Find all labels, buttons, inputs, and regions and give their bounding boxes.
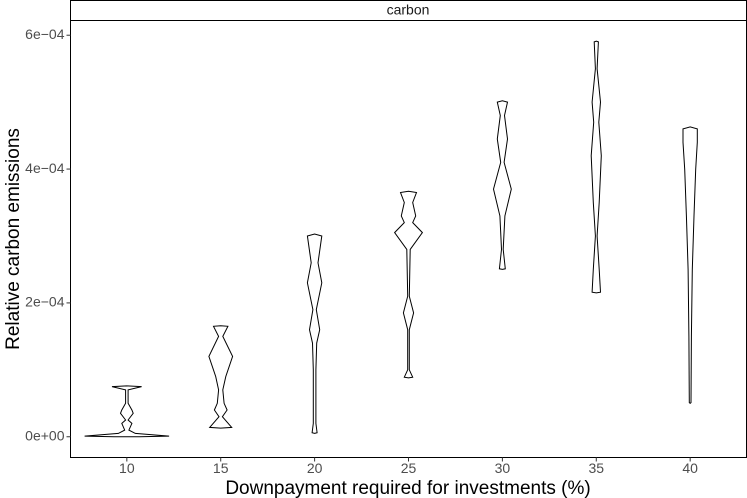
- violin: [393, 190, 424, 379]
- y-tick-label: 2e−04: [25, 294, 65, 310]
- x-tick-label: 25: [401, 460, 417, 476]
- x-axis-title: Downpayment required for investments (%): [225, 478, 590, 498]
- y-tick-label: 4e−04: [25, 160, 65, 176]
- y-tick-label: 0e+00: [25, 427, 65, 443]
- y-tick-label: 6e−04: [25, 26, 65, 42]
- violin: [492, 100, 512, 270]
- x-tick-label: 30: [495, 460, 511, 476]
- x-tick-label: 35: [588, 460, 604, 476]
- x-tick-label: 20: [307, 460, 323, 476]
- violin: [682, 126, 698, 404]
- x-tick-label: 10: [119, 460, 135, 476]
- x-tick-label: 15: [213, 460, 229, 476]
- panel-label: carbon: [387, 2, 430, 18]
- violin: [208, 325, 234, 429]
- y-axis-title: Relative carbon emissions: [3, 128, 24, 350]
- violin: [590, 40, 602, 294]
- x-tick-label: 40: [682, 460, 698, 476]
- violin: [306, 233, 323, 434]
- violin: [84, 385, 170, 438]
